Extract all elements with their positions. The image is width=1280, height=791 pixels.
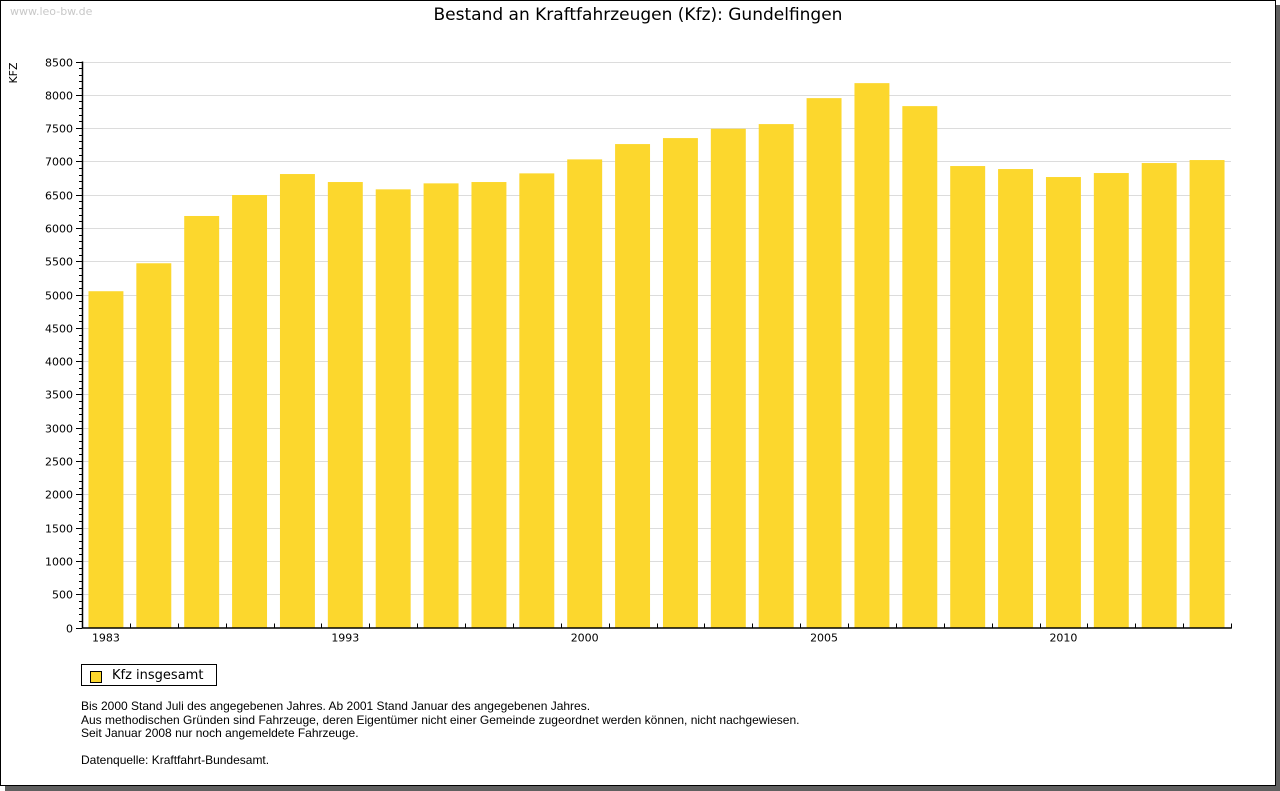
bar-15: [806, 98, 842, 628]
footnotes: Bis 2000 Stand Juli des angegebenen Jahr…: [81, 699, 800, 767]
bar-7: [423, 183, 459, 628]
x-tick-label: 2005: [810, 632, 838, 645]
y-tick-label: 8000: [45, 90, 73, 103]
bar-18: [950, 166, 986, 628]
y-tick-label: 7000: [45, 156, 73, 169]
y-tick-label: 1500: [45, 523, 73, 536]
chart-title: Bestand an Kraftfahrzeugen (Kfz): Gundel…: [433, 5, 843, 25]
y-tick-label: 7500: [45, 123, 73, 136]
y-tick-label: 3500: [45, 389, 73, 402]
bar-3: [232, 195, 268, 628]
legend: Kfz insgesamt: [81, 664, 217, 686]
y-tick-label: 500: [52, 589, 73, 602]
bar-1: [136, 263, 172, 628]
gridlines: [82, 62, 1231, 595]
x-axis: 1983 1993 2000 2005 2010: [82, 623, 1232, 645]
y-tick-label: 4500: [45, 323, 73, 336]
y-tick-label: 2500: [45, 456, 73, 469]
legend-swatch-kfz: [90, 671, 102, 683]
bar-11: [615, 144, 651, 628]
bar-21: [1093, 173, 1129, 628]
bars: [88, 83, 1225, 628]
bar-17: [902, 106, 938, 628]
note-line: Seit Januar 2008 nur noch angemeldete Fa…: [81, 726, 359, 740]
x-tick-label: 2010: [1049, 632, 1077, 645]
bar-23: [1189, 160, 1225, 628]
bar-13: [710, 128, 746, 628]
bar-0: [88, 291, 124, 628]
y-tick-label: 6500: [45, 190, 73, 203]
bar-5: [327, 182, 363, 628]
y-tick-label: 1000: [45, 556, 73, 569]
bar-20: [1045, 177, 1081, 628]
y-axis-label: KFZ: [7, 62, 20, 84]
bar-4: [279, 174, 315, 628]
x-tick-label: 1993: [331, 632, 359, 645]
y-axis: 0 500 1000 1500 2000 2500 3000 3500 4000 4500 5000…: [45, 57, 84, 636]
bar-9: [519, 173, 555, 628]
watermark: www.leo-bw.de: [10, 5, 93, 18]
bar-8: [471, 182, 507, 628]
bar-2: [184, 215, 220, 628]
y-tick-label: 5000: [45, 290, 73, 303]
y-tick-label: 3000: [45, 423, 73, 436]
y-tick-label: 6000: [45, 223, 73, 236]
bar-12: [662, 138, 698, 628]
y-tick-label: 8500: [45, 57, 73, 70]
bar-16: [854, 83, 890, 628]
y-tick-label: 5500: [45, 256, 73, 269]
note-line: Bis 2000 Stand Juli des angegebenen Jahr…: [81, 699, 591, 713]
bar-19: [998, 169, 1034, 628]
bar-22: [1141, 163, 1177, 628]
note-line: Aus methodischen Gründen sind Fahrzeuge,…: [81, 712, 800, 727]
bar-10: [567, 159, 603, 628]
legend-label: Kfz insgesamt: [112, 668, 204, 683]
y-tick-label: 4000: [45, 356, 73, 369]
y-tick-label: 2000: [45, 489, 73, 502]
bar-chart: 0 500 1000 1500 2000 2500 3000 3500 4000 4500 5000…: [7, 57, 1232, 645]
bar-6: [375, 189, 411, 628]
bar-14: [758, 124, 794, 628]
y-tick-label: 0: [66, 623, 73, 636]
x-tick-label: 2000: [571, 632, 599, 645]
x-tick-label: 1983: [92, 632, 120, 645]
data-source: Datenquelle: Kraftfahrt-Bundesamt.: [81, 752, 270, 767]
